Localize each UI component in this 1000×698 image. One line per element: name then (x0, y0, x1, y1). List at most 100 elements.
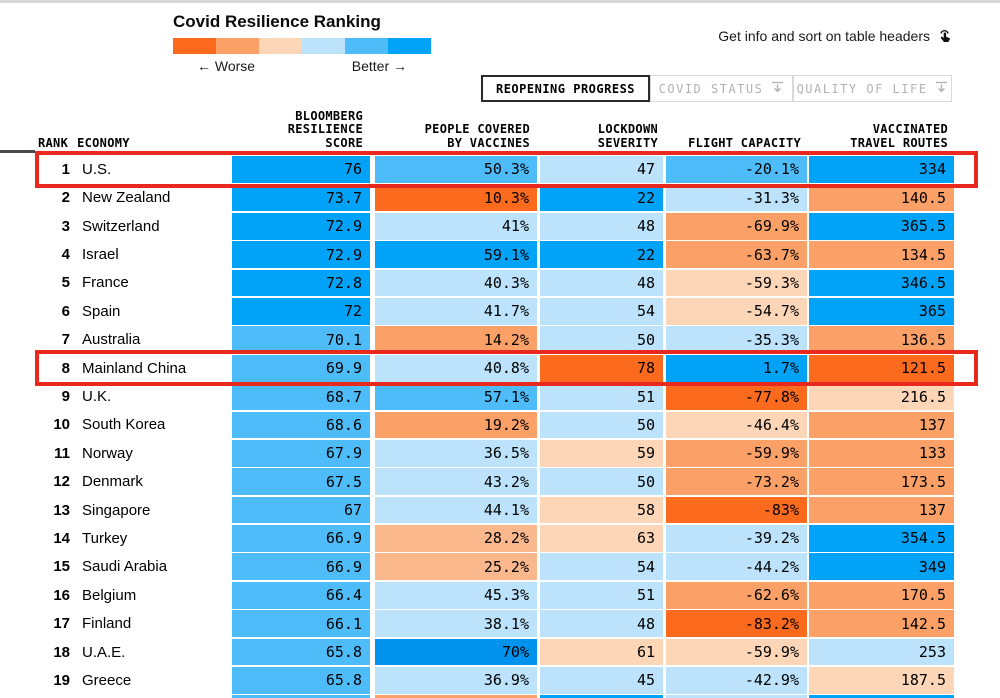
data-cell: 349 (809, 553, 954, 581)
rank-value: 15 (53, 558, 70, 576)
data-cell: 70.1 (232, 326, 370, 354)
data-cell: -42.9% (666, 667, 807, 694)
column-header-line: PEOPLE COVERED (424, 122, 530, 136)
economy-name: Singapore (82, 501, 151, 519)
table-row: 7 Australia 70.1 14.2% 50 -35.3% 136.5 (0, 326, 1000, 354)
rank-value: 7 (61, 331, 70, 349)
column-header-line: LOCKDOWN (597, 122, 658, 136)
table-row: 8 Mainland China 69.9 40.8% 78 1.7% 121.5 (0, 354, 1000, 382)
table-row: 10 South Korea 68.6 19.2% 50 -46.4% 137 (0, 411, 1000, 439)
data-cell: 354.5 (809, 525, 954, 552)
column-header-rank[interactable]: RANK (38, 135, 69, 150)
data-cell: 51 (540, 383, 663, 410)
legend-swatch (259, 38, 302, 54)
data-cell: 1.7% (666, 354, 807, 382)
table-row: 4 Israel 72.9 59.1% 22 -63.7% 134.5 (0, 241, 1000, 268)
data-cell: 133 (809, 439, 954, 467)
legend-worse-label: ← Worse (197, 58, 256, 74)
data-cell: 43.2% (375, 468, 537, 496)
economy-name: U.S. (82, 160, 112, 178)
tab-reopening-progress[interactable]: REOPENING PROGRESS (481, 75, 650, 102)
data-cell: 47 (540, 156, 663, 183)
economy-name: Switzerland (82, 217, 160, 235)
data-cell: 41% (375, 212, 537, 240)
rank-value: 8 (61, 359, 70, 377)
data-cell: 58 (540, 496, 663, 524)
data-cell: -54.7% (666, 297, 807, 325)
data-cell: 44.1% (375, 496, 537, 524)
economy-name: Turkey (82, 529, 128, 547)
rank-value: 2 (61, 189, 70, 207)
data-cell: 57.1% (375, 383, 537, 410)
data-cell: 50 (540, 326, 663, 354)
column-header-economy[interactable]: ECONOMY (77, 135, 130, 150)
data-cell: 45.3% (375, 581, 537, 609)
column-header-vaccinated-routes[interactable]: VACCINATED TRAVEL ROUTES (850, 122, 948, 150)
data-cell: 14.2% (375, 326, 537, 354)
data-cell: 50.3% (375, 156, 537, 183)
data-cell: 136.5 (809, 326, 954, 354)
economy-name: South Korea (82, 416, 166, 434)
data-cell: 25.2% (375, 553, 537, 581)
tab-label: COVID STATUS (658, 81, 764, 96)
data-cell: 54 (540, 297, 663, 325)
data-cell: 66.1 (232, 610, 370, 638)
data-cell: 72 (232, 297, 370, 325)
data-cell: -69.9% (666, 212, 807, 240)
data-cell: 142.5 (809, 610, 954, 638)
column-header-lockdown-severity[interactable]: LOCKDOWN SEVERITY (597, 122, 658, 150)
table-row: 1 U.S. 76 50.3% 47 -20.1% 334 (0, 156, 1000, 183)
data-cell: 170.5 (809, 581, 954, 609)
data-cell: -73.2% (666, 468, 807, 496)
data-cell: 22 (540, 184, 663, 212)
column-header-line: SCORE (325, 135, 363, 150)
data-cell: 76 (232, 156, 370, 183)
column-header-resilience-score[interactable]: BLOOMBERG RESILIENCE SCORE (288, 109, 363, 151)
page-title: Covid Resilience Ranking (173, 12, 381, 31)
data-cell: 54 (540, 553, 663, 581)
ranking-table-body: 1 U.S. 76 50.3% 47 -20.1% 334 2 New Zealand 73.7 1… (0, 156, 1000, 698)
data-cell: 36.9% (375, 667, 537, 694)
rank-value: 16 (53, 586, 70, 604)
rank-value: 17 (53, 615, 70, 633)
data-cell: 73.7 (232, 184, 370, 212)
data-cell: 346.5 (809, 269, 954, 297)
rank-value: 1 (61, 160, 70, 178)
table-row-partial (0, 695, 1000, 698)
data-cell: 40.3% (375, 269, 537, 297)
data-cell: -83.2% (666, 610, 807, 638)
economy-name: Denmark (82, 473, 143, 491)
legend-swatch (302, 38, 345, 54)
data-cell: 66.9 (232, 553, 370, 581)
data-cell: 38.1% (375, 610, 537, 638)
rank-value: 3 (61, 217, 70, 235)
data-cell: -63.7% (666, 241, 807, 268)
tab-covid-status[interactable]: COVID STATUS (650, 75, 793, 102)
rank-value: 14 (53, 529, 70, 547)
data-cell: 45 (540, 667, 663, 694)
data-cell: 40.8% (375, 354, 537, 382)
data-cell: 365 (809, 297, 954, 325)
table-row: 12 Denmark 67.5 43.2% 50 -73.2% 173.5 (0, 468, 1000, 496)
top-divider (0, 0, 1000, 3)
data-cell: 67.5 (232, 468, 370, 496)
data-cell (232, 695, 370, 698)
tap-icon (937, 28, 952, 44)
info-hint-text: Get info and sort on table headers (718, 28, 930, 44)
column-header-people-covered[interactable]: PEOPLE COVERED BY VACCINES (424, 122, 530, 150)
data-cell: 134.5 (809, 241, 954, 268)
column-header-line: FLIGHT CAPACITY (688, 135, 801, 150)
data-cell: 63 (540, 525, 663, 552)
economy-name: U.K. (82, 388, 112, 406)
column-header-flight-capacity[interactable]: FLIGHT CAPACITY (688, 135, 801, 151)
legend-gradient (173, 38, 431, 54)
economy-name: Finland (82, 615, 132, 633)
data-cell: 365.5 (809, 212, 954, 240)
tab-label: QUALITY OF LIFE (796, 81, 928, 96)
data-cell: 253 (809, 638, 954, 666)
data-cell: 22 (540, 241, 663, 268)
tab-quality-of-life[interactable]: QUALITY OF LIFE (793, 75, 952, 102)
rank-value: 18 (53, 643, 70, 661)
column-header-rank-economy[interactable]: RANK ECONOMY (38, 135, 130, 151)
data-cell: -59.9% (666, 638, 807, 666)
